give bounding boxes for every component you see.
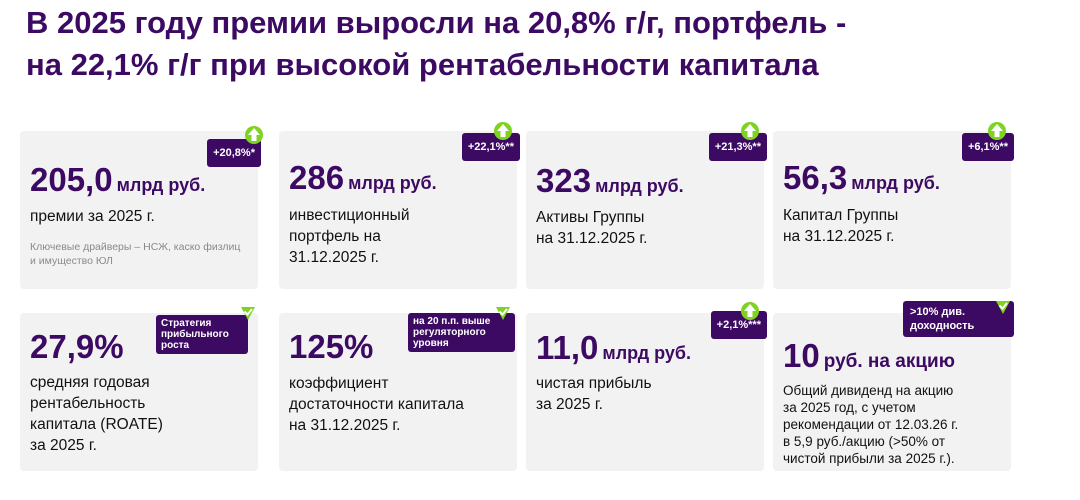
arrow-up-icon: [741, 302, 759, 320]
kpi-card-assets: +21,3%** 323 млрд руб. Активы Группы на 3…: [526, 122, 767, 289]
kpi-value-row: 205,0 млрд руб.: [30, 161, 205, 199]
strategy-badge: Стратегия прибыльного роста: [156, 315, 248, 354]
kpi-note: Ключевые драйверы – НСЖ, каско физлиц и …: [30, 241, 241, 267]
kpi-value: 10: [783, 337, 820, 374]
kpi-value: 125%: [289, 328, 374, 365]
kpi-value-row: 56,3 млрд руб.: [783, 159, 940, 197]
kpi-unit: млрд руб.: [348, 173, 437, 193]
kpi-unit: млрд руб.: [116, 175, 206, 195]
kpi-unit: млрд руб.: [595, 176, 684, 196]
kpi-card-net-profit: +2,1%*** 11,0 млрд руб. чистая прибыль за…: [526, 302, 767, 471]
kpi-value: 56,3: [783, 159, 848, 196]
kpi-unit: млрд руб.: [851, 173, 940, 193]
kpi-value-row: 125%: [289, 328, 373, 366]
kpi-unit: млрд руб.: [602, 343, 692, 363]
regulatory-badge: на 20 п.п. выше регуляторного уровня: [408, 313, 515, 352]
arrow-up-icon: [741, 122, 759, 140]
growth-badge: +22,1%**: [461, 133, 520, 161]
kpi-card-portfolio: +22,1%** 286 млрд руб. инвестиционный пор…: [279, 122, 520, 289]
kpi-description: Капитал Группы на 31.12.2025 г.: [783, 207, 899, 245]
kpi-value: 11,0: [536, 329, 599, 366]
kpi-description: инвестиционный портфель на 31.12.2025 г.: [289, 207, 410, 266]
growth-badge: +21,3%**: [708, 133, 767, 161]
kpi-unit: руб. на акцию: [823, 351, 955, 372]
kpi-value-row: 27,9%: [30, 328, 124, 366]
kpi-description: коэффициент достаточности капитала на 31…: [289, 375, 464, 434]
kpi-card-capital-adequacy: на 20 п.п. выше регуляторного уровня 125…: [279, 307, 517, 471]
kpi-value-row: 10 руб. на акцию: [783, 337, 955, 375]
kpi-description: чистая прибыль за 2025 г.: [536, 375, 652, 413]
dividend-yield-badge: >10% див. доходность: [903, 301, 1014, 337]
kpi-value-row: 11,0 млрд руб.: [536, 329, 691, 367]
kpi-card-premiums: +20,8%* 205,0 млрд руб. премии за 2025 г.…: [20, 126, 263, 289]
kpi-value: 323: [536, 162, 592, 199]
kpi-description: премии за 2025 г.: [30, 208, 155, 225]
arrow-up-icon: [245, 126, 263, 144]
kpi-value-row: 286 млрд руб.: [289, 159, 437, 197]
kpi-card-capital: +6,1%** 56,3 млрд руб. Капитал Группы на …: [773, 122, 1014, 289]
page-title: В 2025 году премии выросли на 20,8% г/г,…: [26, 5, 847, 82]
arrow-up-icon: [494, 122, 512, 140]
check-icon: [241, 307, 255, 320]
kpi-description: средняя годовая рентабельность капитала …: [30, 374, 163, 454]
kpi-value: 27,9%: [30, 328, 124, 365]
kpi-card-roate: Стратегия прибыльного роста 27,9% средня…: [20, 307, 258, 471]
arrow-up-icon: [988, 122, 1006, 140]
kpi-card-dividend: >10% див. доходность 10 руб. на акцию Общ…: [773, 301, 1014, 471]
kpi-description: Общий дивиденд на акцию за 2025 год, с у…: [783, 383, 959, 466]
check-icon: [996, 301, 1010, 314]
growth-badge: +6,1%**: [961, 133, 1014, 161]
kpi-value: 286: [289, 159, 345, 196]
kpi-description: Активы Группы на 31.12.2025 г.: [536, 209, 648, 247]
check-icon: [496, 307, 510, 320]
kpi-value: 205,0: [30, 161, 113, 198]
kpi-value-row: 323 млрд руб.: [536, 162, 684, 200]
